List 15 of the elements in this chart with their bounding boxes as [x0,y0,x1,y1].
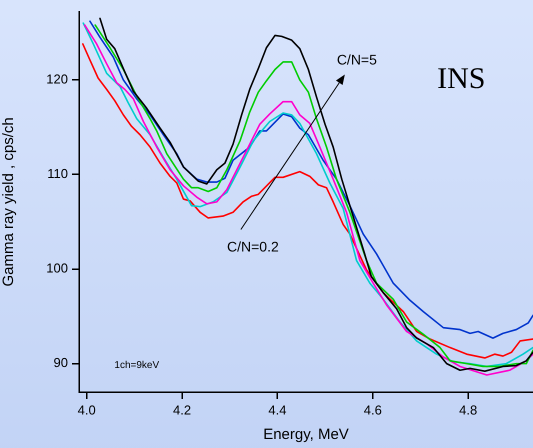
x-tick-label: 4.2 [172,402,192,418]
x-tick-label: 4.8 [459,402,478,418]
y-tick-label: 120 [46,71,68,86]
annotation: 1ch=9keV [114,360,160,372]
x-tick-label: 4.4 [268,402,286,418]
y-tick-label: 90 [54,355,68,370]
annotation: INS [437,62,486,96]
annotation: C/N=0.2 [227,238,279,254]
y-axis-title: Gamma ray yield , cps/ch [0,117,18,287]
x-axis-title: Energy, MeV [263,426,349,444]
annotation: C/N=5 [336,51,378,68]
x-tick-label: 4.0 [78,402,96,418]
y-tick-label: 100 [46,260,68,276]
x-tick-label: 4.6 [364,402,382,418]
y-tick-label: 110 [47,166,68,182]
